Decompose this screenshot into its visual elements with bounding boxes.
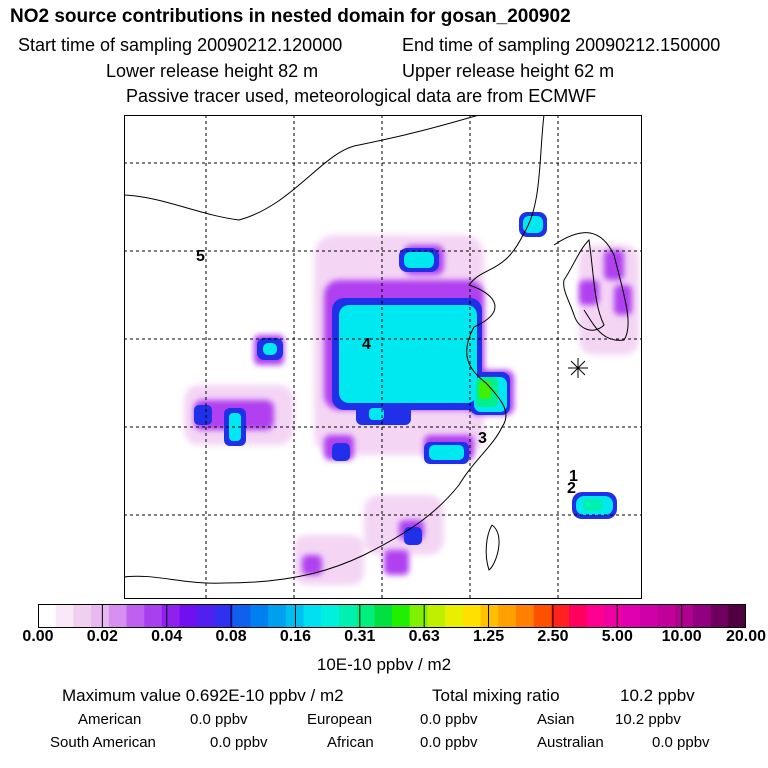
colorbar-tick-label: 2.50 xyxy=(537,628,569,645)
colorbar-cell xyxy=(675,604,694,628)
colorbar-cell xyxy=(409,604,428,628)
map-frame xyxy=(124,115,642,599)
region-value-asian: 10.2 ppbv xyxy=(615,711,681,728)
region-value-american: 0.0 ppbv xyxy=(190,711,248,728)
colorbar-cell xyxy=(657,604,676,628)
map-plot: 1 2 3 4 5 xyxy=(124,115,642,599)
colorbar-tick-label: 10.00 xyxy=(661,628,702,645)
colorbar-tick-label: 0.00 xyxy=(22,628,54,645)
colorbar-cell xyxy=(303,604,322,628)
colorbar-cell xyxy=(692,604,712,628)
colorbar-cell xyxy=(533,604,552,628)
map-label-3: 3 xyxy=(478,430,487,447)
region-value-african: 0.0 ppbv xyxy=(420,734,478,751)
total-mixing-label: Total mixing ratio xyxy=(432,686,560,705)
colorbar-cell xyxy=(126,604,145,628)
colorbar-cell xyxy=(91,604,110,628)
colorbar-cell xyxy=(586,604,605,628)
colorbar-cell xyxy=(179,604,198,628)
colorbar-cell xyxy=(374,604,393,628)
total-mixing-value: 10.2 ppbv xyxy=(620,686,695,705)
colorbar-cell xyxy=(268,604,287,628)
colorbar-cell xyxy=(515,604,535,628)
colorbar-cell xyxy=(108,604,128,628)
region-name-african: African xyxy=(327,734,374,751)
colorbar-tick-label: 20.00 xyxy=(725,628,767,645)
colorbar-tick-label: 5.00 xyxy=(601,628,633,645)
grid-lines xyxy=(124,115,642,599)
max-value-label: Maximum value 0.692E-10 ppbv / m2 xyxy=(62,686,344,705)
colorbar-cell xyxy=(38,604,57,628)
colorbar-cell xyxy=(392,604,411,628)
plume-green xyxy=(476,377,603,511)
region-name-asian: Asian xyxy=(537,711,575,728)
colorbar-cell xyxy=(250,604,269,628)
receptor-marker xyxy=(568,358,588,378)
colorbar-cell xyxy=(144,604,163,628)
colorbar xyxy=(38,604,746,628)
region-name-european: European xyxy=(307,711,373,728)
colorbar-cell xyxy=(710,604,729,628)
region-name-american: American xyxy=(78,711,142,728)
region-value-european: 0.0 ppbv xyxy=(420,711,478,728)
colorbar-cell xyxy=(480,604,499,628)
colorbar-cell xyxy=(55,604,74,628)
colorbar-cell xyxy=(551,604,570,628)
colorbar-cell xyxy=(445,604,464,628)
colorbar-cell xyxy=(338,604,358,628)
plume-cyan xyxy=(229,216,613,515)
colorbar-cell xyxy=(232,604,251,628)
colorbar-cell xyxy=(622,604,641,628)
colorbar-tick-label: 1.25 xyxy=(472,628,505,645)
colorbar-unit: 10E-10 ppbv / m2 xyxy=(316,655,452,674)
colorbar-cell xyxy=(356,604,375,628)
colorbar-cell xyxy=(197,604,216,628)
colorbar-tick-label: 0.16 xyxy=(279,628,312,645)
colorbar-cell xyxy=(462,604,482,628)
map-label-2: 2 xyxy=(567,480,576,497)
colorbar-tick-label: 0.08 xyxy=(215,628,247,645)
map-label-1: 1 xyxy=(569,468,578,485)
colorbar-cell xyxy=(569,604,588,628)
colorbar-cell xyxy=(498,604,517,628)
colorbar-tick-label: 0.31 xyxy=(344,628,376,645)
region-name-australian: Australian xyxy=(537,734,604,751)
start-time-label: Start time of sampling 20090212.120000 xyxy=(18,35,343,55)
lower-height-label: Lower release height 82 m xyxy=(106,61,319,81)
colorbar-cell xyxy=(215,604,234,628)
region-value-australian: 0.0 ppbv xyxy=(652,734,710,751)
upper-height-label: Upper release height 62 m xyxy=(402,61,615,81)
colorbar-cell xyxy=(427,604,446,628)
colorbar-cell xyxy=(728,604,746,628)
colorbar-cell xyxy=(161,604,181,628)
colorbar-cell xyxy=(73,604,92,628)
colorbar-cell xyxy=(604,604,623,628)
region-value-south-american: 0.0 ppbv xyxy=(210,734,268,751)
region-name-south-american: South American xyxy=(50,734,156,751)
colorbar-cell xyxy=(639,604,659,628)
map-label-4: 4 xyxy=(362,336,371,353)
colorbar-cell xyxy=(321,604,340,628)
colorbar-cell xyxy=(285,604,305,628)
colorbar-tick-label: 0.04 xyxy=(151,628,183,645)
colorbar-tick-label: 0.02 xyxy=(86,628,118,645)
end-time-label: End time of sampling 20090212.150000 xyxy=(402,35,721,55)
tracer-note: Passive tracer used, meteorological data… xyxy=(126,86,597,106)
coastlines xyxy=(124,115,629,584)
colorbar-tick-label: 0.63 xyxy=(408,628,440,645)
chart-title: NO2 source contributions in nested domai… xyxy=(10,6,571,27)
map-label-5: 5 xyxy=(196,248,205,265)
